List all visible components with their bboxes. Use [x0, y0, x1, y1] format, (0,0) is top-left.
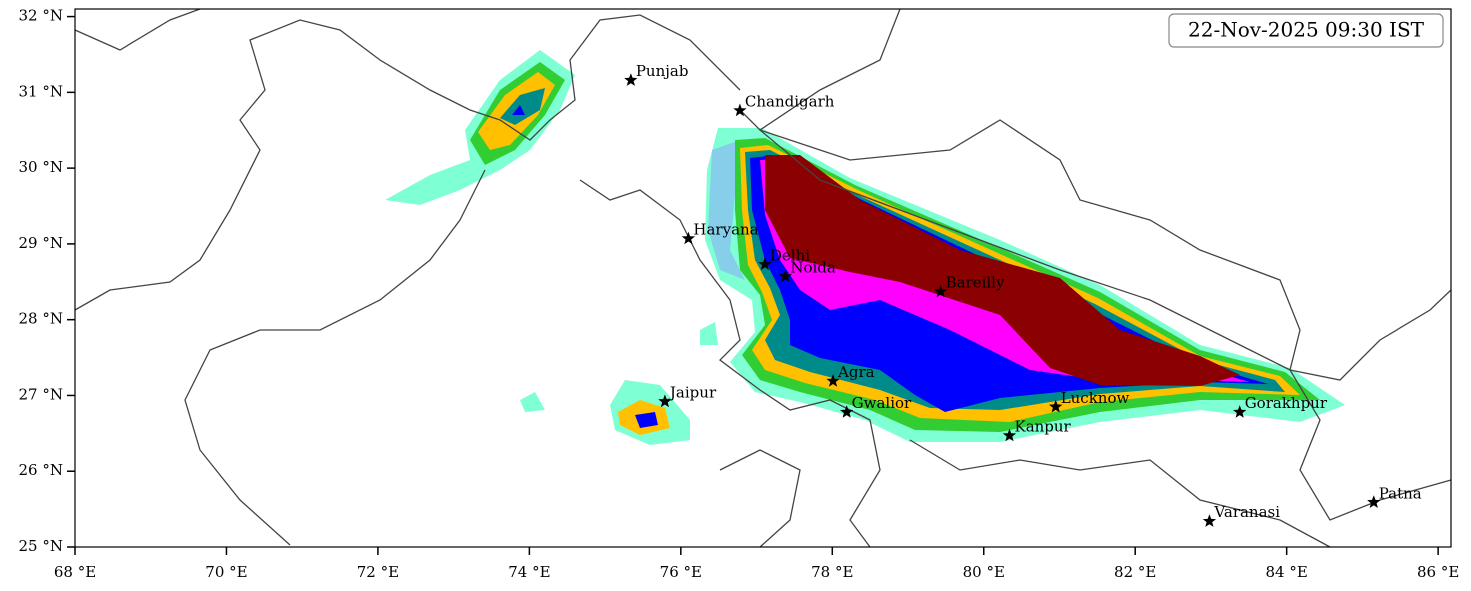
timestamp-box — [1168, 13, 1444, 48]
city-marker — [1202, 514, 1217, 527]
city-label: Lucknow — [1061, 389, 1130, 407]
precip-field — [385, 50, 1345, 445]
y-tick-label: 28 °N — [19, 310, 63, 328]
city-label: Jaipur — [668, 384, 717, 402]
borders — [74, 8, 1452, 548]
city-label: Patna — [1379, 484, 1422, 502]
city-marker — [758, 257, 772, 270]
city-label: Agra — [837, 363, 875, 381]
x-tick-label: 78 °E — [811, 563, 853, 581]
city-marker — [933, 284, 948, 298]
city-label: Delhi — [770, 246, 810, 264]
city-marker — [1002, 428, 1017, 442]
city-marker — [624, 73, 638, 86]
city-marker — [1049, 399, 1063, 413]
city-label: Noida — [790, 258, 836, 276]
y-tick-label: 29 °N — [19, 234, 63, 252]
city-marker — [681, 231, 696, 245]
x-tick-label: 76 °E — [660, 563, 702, 581]
map-frame — [74, 8, 1452, 548]
city-label: Gwalior — [852, 394, 912, 412]
city-label: Bareilly — [946, 274, 1005, 292]
city-marker — [733, 103, 747, 117]
y-tick-label: 25 °N — [19, 537, 63, 555]
city-label: Punjab — [636, 62, 689, 80]
x-tick-label: 82 °E — [1114, 563, 1156, 581]
city-label: Chandigarh — [745, 93, 835, 111]
city-label: Varanasi — [1213, 503, 1280, 521]
city-label: Kanpur — [1014, 418, 1071, 436]
x-tick-label: 68 °E — [54, 563, 96, 581]
city-label: Haryana — [693, 221, 758, 239]
y-tick-label: 27 °N — [19, 385, 63, 403]
timestamp: 22-Nov-2025 09:30 IST — [1188, 18, 1425, 42]
y-tick-label: 30 °N — [19, 158, 63, 176]
y-tick-label: 26 °N — [19, 461, 63, 479]
city-marker — [1233, 405, 1247, 418]
x-tick-label: 72 °E — [357, 563, 399, 581]
x-tick-label: 74 °E — [508, 563, 550, 581]
x-tick-label: 84 °E — [1266, 563, 1308, 581]
x-tick-label: 80 °E — [963, 563, 1005, 581]
y-tick-label: 31 °N — [19, 82, 63, 100]
city-label: Gorakhpur — [1245, 394, 1328, 412]
x-tick-label: 86 °E — [1417, 563, 1459, 581]
city-marker — [658, 394, 672, 408]
city-marker — [826, 374, 840, 387]
city-marker — [1367, 495, 1381, 508]
y-tick-label: 32 °N — [19, 7, 63, 25]
city-marker — [778, 269, 792, 283]
x-tick-label: 70 °E — [205, 563, 247, 581]
city-marker — [840, 405, 854, 418]
